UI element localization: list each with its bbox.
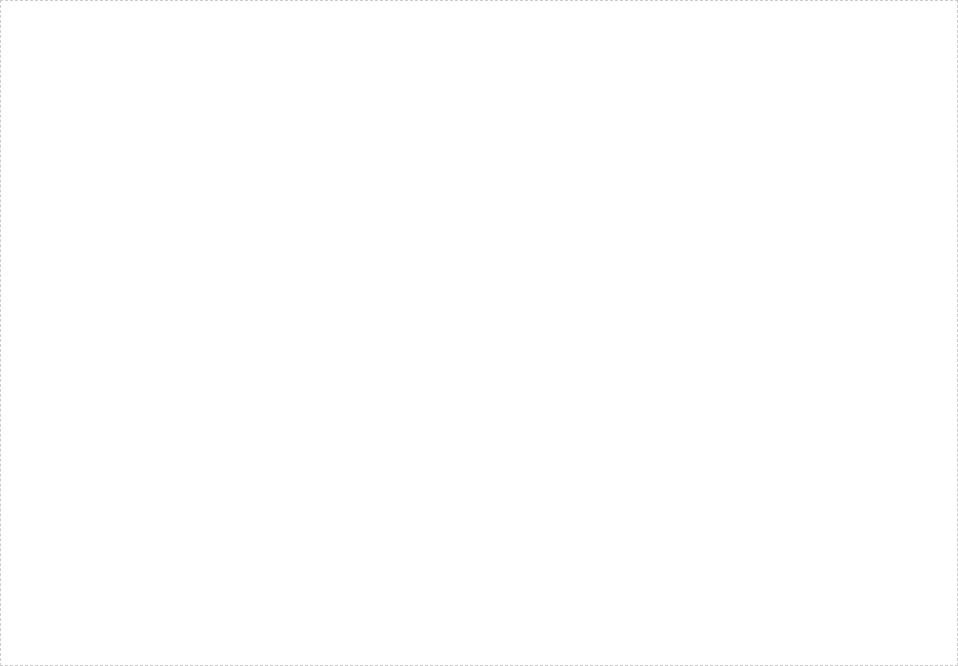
page-canvas: [0, 0, 958, 666]
